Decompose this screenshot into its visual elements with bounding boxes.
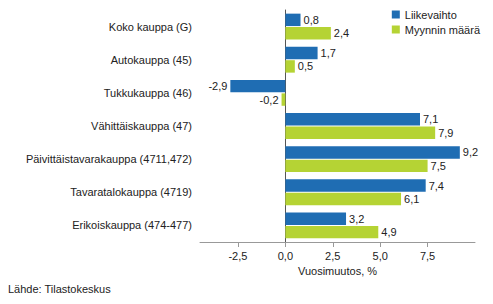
svg-text:Vuosimuutos, %: Vuosimuutos, % [298, 265, 377, 277]
svg-text:Päivittäistavarakauppa (4711,4: Päivittäistavarakauppa (4711,472) [26, 153, 192, 165]
svg-text:0,0: 0,0 [278, 250, 293, 262]
svg-text:0,5: 0,5 [298, 60, 313, 72]
svg-text:7,4: 7,4 [429, 180, 444, 192]
svg-text:-0,2: -0,2 [260, 94, 279, 106]
svg-text:7,1: 7,1 [423, 113, 438, 125]
svg-text:Myynnin määrä: Myynnin määrä [405, 24, 481, 36]
svg-text:Koko kauppa (G): Koko kauppa (G) [109, 21, 192, 33]
svg-text:6,1: 6,1 [404, 193, 419, 205]
svg-text:7,9: 7,9 [438, 127, 453, 139]
svg-text:5,0: 5,0 [373, 250, 388, 262]
svg-text:Tavaratalokauppa (4719): Tavaratalokauppa (4719) [70, 186, 192, 198]
svg-text:7,5: 7,5 [420, 250, 435, 262]
svg-text:0,8: 0,8 [304, 14, 319, 26]
svg-text:7,5: 7,5 [431, 160, 446, 172]
svg-text:9,2: 9,2 [463, 146, 478, 158]
svg-text:-2,9: -2,9 [208, 80, 227, 92]
svg-text:1,7: 1,7 [321, 47, 336, 59]
svg-text:2,5: 2,5 [325, 250, 340, 262]
svg-text:3,2: 3,2 [349, 213, 364, 225]
svg-text:Tukkukauppa (46): Tukkukauppa (46) [104, 87, 192, 99]
svg-text:Lähde: Tilastokeskus: Lähde: Tilastokeskus [8, 283, 111, 295]
svg-text:2,4: 2,4 [334, 27, 349, 39]
svg-text:Autokauppa (45): Autokauppa (45) [111, 54, 192, 66]
svg-text:Vähittäiskauppa (47): Vähittäiskauppa (47) [91, 120, 192, 132]
svg-text:Erikoiskauppa (474-477): Erikoiskauppa (474-477) [72, 219, 192, 231]
svg-text:-2,5: -2,5 [228, 250, 247, 262]
svg-text:Liikevaihto: Liikevaihto [405, 9, 457, 21]
svg-text:4,9: 4,9 [381, 226, 396, 238]
